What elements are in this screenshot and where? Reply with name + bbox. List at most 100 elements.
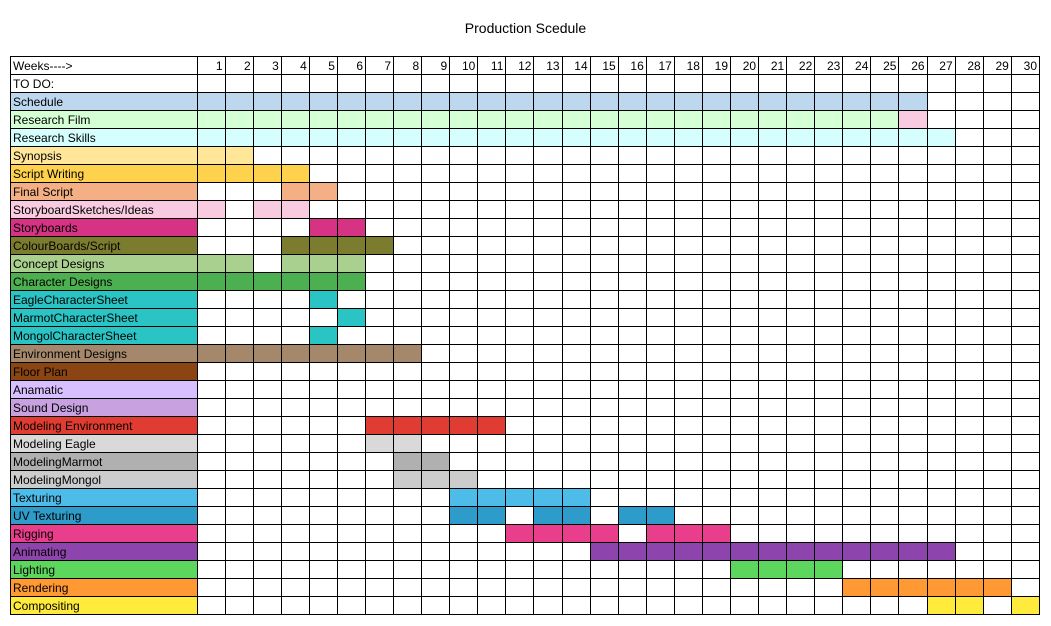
gantt-cell [787, 201, 815, 219]
gantt-cell [366, 165, 394, 183]
gantt-cell [450, 417, 478, 435]
gantt-cell [983, 453, 1011, 471]
gantt-cell [366, 75, 394, 93]
gantt-cell [281, 489, 309, 507]
task-label: TO DO: [11, 75, 198, 93]
gantt-cell [478, 543, 506, 561]
gantt-cell [871, 147, 899, 165]
gantt-cell [197, 345, 225, 363]
gantt-cell [225, 471, 253, 489]
gantt-cell [843, 219, 871, 237]
week-header-27: 27 [927, 57, 955, 75]
gantt-cell [422, 471, 450, 489]
gantt-cell [702, 417, 730, 435]
gantt-cell [702, 291, 730, 309]
gantt-cell [871, 273, 899, 291]
task-label: Animating [11, 543, 198, 561]
gantt-cell [366, 129, 394, 147]
gantt-cell [281, 75, 309, 93]
gantt-cell [731, 273, 759, 291]
gantt-cell [731, 327, 759, 345]
gantt-cell [366, 381, 394, 399]
gantt-cell [955, 111, 983, 129]
gantt-cell [366, 309, 394, 327]
gantt-cell [787, 345, 815, 363]
gantt-cell [983, 471, 1011, 489]
gantt-cell [1011, 165, 1039, 183]
gantt-cell [281, 219, 309, 237]
gantt-cell [787, 291, 815, 309]
gantt-cell [225, 75, 253, 93]
gantt-cell [618, 345, 646, 363]
gantt-cell [366, 399, 394, 417]
gantt-cell [366, 201, 394, 219]
gantt-cell [674, 471, 702, 489]
gantt-cell [562, 75, 590, 93]
gantt-cell [927, 309, 955, 327]
gantt-cell [927, 561, 955, 579]
gantt-cell [759, 291, 787, 309]
gantt-cell [955, 543, 983, 561]
gantt-cell [337, 255, 365, 273]
gantt-cell [281, 435, 309, 453]
task-row: Anamatic [11, 381, 1040, 399]
task-row: Research Skills [11, 129, 1040, 147]
gantt-cell [281, 309, 309, 327]
week-header-11: 11 [478, 57, 506, 75]
gantt-cell [843, 327, 871, 345]
gantt-cell [927, 597, 955, 615]
week-header-24: 24 [843, 57, 871, 75]
gantt-cell [478, 165, 506, 183]
gantt-cell [871, 363, 899, 381]
gantt-cell [422, 489, 450, 507]
gantt-cell [197, 183, 225, 201]
gantt-cell [674, 75, 702, 93]
gantt-cell [478, 273, 506, 291]
gantt-cell [562, 489, 590, 507]
gantt-cell [983, 255, 1011, 273]
gantt-cell [253, 435, 281, 453]
gantt-cell [1011, 543, 1039, 561]
gantt-cell [759, 129, 787, 147]
gantt-cell [815, 201, 843, 219]
gantt-cell [871, 219, 899, 237]
gantt-cell [787, 129, 815, 147]
gantt-cell [309, 201, 337, 219]
gantt-cell [815, 471, 843, 489]
gantt-cell [309, 219, 337, 237]
gantt-cell [590, 165, 618, 183]
gantt-cell [562, 147, 590, 165]
gantt-cell [927, 345, 955, 363]
gantt-cell [225, 345, 253, 363]
gantt-cell [787, 75, 815, 93]
gantt-cell [955, 255, 983, 273]
gantt-cell [759, 381, 787, 399]
gantt-cell [590, 489, 618, 507]
gantt-cell [450, 597, 478, 615]
gantt-cell [899, 507, 927, 525]
gantt-cell [843, 129, 871, 147]
gantt-cell [927, 579, 955, 597]
gantt-cell [618, 453, 646, 471]
gantt-cell [983, 525, 1011, 543]
gantt-cell [927, 453, 955, 471]
gantt-cell [309, 183, 337, 201]
gantt-cell [281, 543, 309, 561]
gantt-cell [1011, 381, 1039, 399]
gantt-cell [871, 165, 899, 183]
gantt-cell [815, 525, 843, 543]
gantt-cell [871, 75, 899, 93]
gantt-cell [450, 345, 478, 363]
gantt-cell [562, 309, 590, 327]
gantt-cell [562, 507, 590, 525]
gantt-cell [955, 345, 983, 363]
gantt-cell [309, 273, 337, 291]
gantt-cell [955, 597, 983, 615]
task-label: Lighting [11, 561, 198, 579]
gantt-cell [337, 597, 365, 615]
gantt-cell [506, 201, 534, 219]
gantt-cell [337, 219, 365, 237]
gantt-cell [646, 93, 674, 111]
gantt-cell [562, 381, 590, 399]
gantt-cell [562, 93, 590, 111]
